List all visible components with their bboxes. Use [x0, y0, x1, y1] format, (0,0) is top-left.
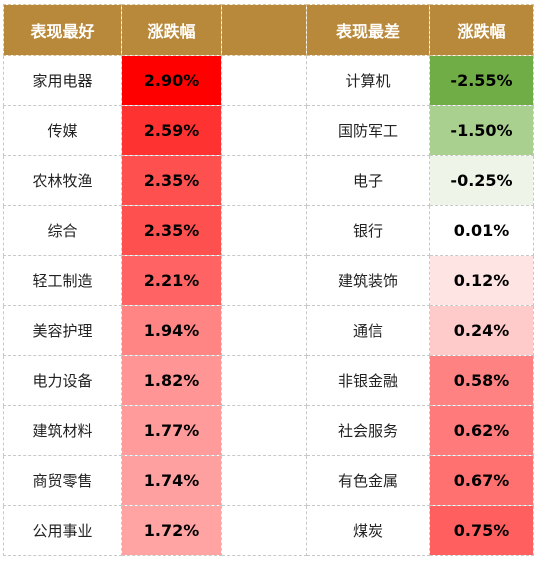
worst-name-cell: 国防军工 [306, 105, 430, 156]
worst-name-cell: 非银金融 [306, 355, 430, 406]
table-row: 综合 2.35% 银行 0.01% [3, 205, 534, 256]
worst-change-cell: 0.67% [429, 455, 534, 506]
best-change-cell: 2.35% [121, 155, 222, 206]
worst-change-cell: 0.12% [429, 255, 534, 306]
best-name-cell: 综合 [3, 205, 122, 256]
best-name-cell: 农林牧渔 [3, 155, 122, 206]
best-change-cell: 1.77% [121, 405, 222, 456]
worst-change-cell: 0.01% [429, 205, 534, 256]
gap-cell [221, 405, 307, 456]
table-row: 商贸零售 1.74% 有色金属 0.67% [3, 455, 534, 506]
best-header: 表现最好 [3, 4, 122, 56]
best-name-cell: 美容护理 [3, 305, 122, 356]
gap-cell [221, 355, 307, 406]
worst-change-cell: 0.62% [429, 405, 534, 456]
best-name-cell: 传媒 [3, 105, 122, 156]
best-change-header: 涨跌幅 [121, 4, 222, 56]
header-gap [221, 4, 307, 56]
gap-cell [221, 105, 307, 156]
industry-performance-table: 表现最好 涨跌幅 表现最差 涨跌幅 家用电器 2.90% 计算机 -2.55% 传媒 2.… [3, 4, 534, 556]
table-row: 农林牧渔 2.35% 电子 -0.25% [3, 155, 534, 206]
worst-name-cell: 计算机 [306, 55, 430, 106]
gap-cell [221, 505, 307, 556]
worst-change-cell: 0.24% [429, 305, 534, 356]
worst-name-cell: 建筑装饰 [306, 255, 430, 306]
worst-name-cell: 通信 [306, 305, 430, 356]
best-change-cell: 1.72% [121, 505, 222, 556]
worst-change-cell: -2.55% [429, 55, 534, 106]
worst-name-cell: 电子 [306, 155, 430, 206]
worst-change-cell: -0.25% [429, 155, 534, 206]
gap-cell [221, 55, 307, 106]
best-change-cell: 1.74% [121, 455, 222, 506]
best-change-cell: 1.82% [121, 355, 222, 406]
gap-cell [221, 205, 307, 256]
best-name-cell: 商贸零售 [3, 455, 122, 506]
header-row: 表现最好 涨跌幅 表现最差 涨跌幅 [3, 4, 534, 56]
best-change-cell: 1.94% [121, 305, 222, 356]
table-row: 电力设备 1.82% 非银金融 0.58% [3, 355, 534, 406]
worst-name-cell: 社会服务 [306, 405, 430, 456]
best-change-cell: 2.21% [121, 255, 222, 306]
worst-name-cell: 银行 [306, 205, 430, 256]
table-row: 家用电器 2.90% 计算机 -2.55% [3, 55, 534, 106]
worst-header: 表现最差 [306, 4, 430, 56]
gap-cell [221, 305, 307, 356]
gap-cell [221, 255, 307, 306]
best-name-cell: 建筑材料 [3, 405, 122, 456]
worst-name-cell: 煤炭 [306, 505, 430, 556]
table-row: 传媒 2.59% 国防军工 -1.50% [3, 105, 534, 156]
table-row: 美容护理 1.94% 通信 0.24% [3, 305, 534, 356]
worst-change-cell: 0.58% [429, 355, 534, 406]
table-row: 建筑材料 1.77% 社会服务 0.62% [3, 405, 534, 456]
best-change-cell: 2.35% [121, 205, 222, 256]
table-row: 公用事业 1.72% 煤炭 0.75% [3, 505, 534, 556]
gap-cell [221, 455, 307, 506]
best-change-cell: 2.59% [121, 105, 222, 156]
table-row: 轻工制造 2.21% 建筑装饰 0.12% [3, 255, 534, 306]
worst-change-header: 涨跌幅 [429, 4, 534, 56]
best-name-cell: 公用事业 [3, 505, 122, 556]
worst-name-cell: 有色金属 [306, 455, 430, 506]
best-name-cell: 轻工制造 [3, 255, 122, 306]
best-name-cell: 电力设备 [3, 355, 122, 406]
worst-change-cell: 0.75% [429, 505, 534, 556]
worst-change-cell: -1.50% [429, 105, 534, 156]
best-change-cell: 2.90% [121, 55, 222, 106]
gap-cell [221, 155, 307, 206]
best-name-cell: 家用电器 [3, 55, 122, 106]
